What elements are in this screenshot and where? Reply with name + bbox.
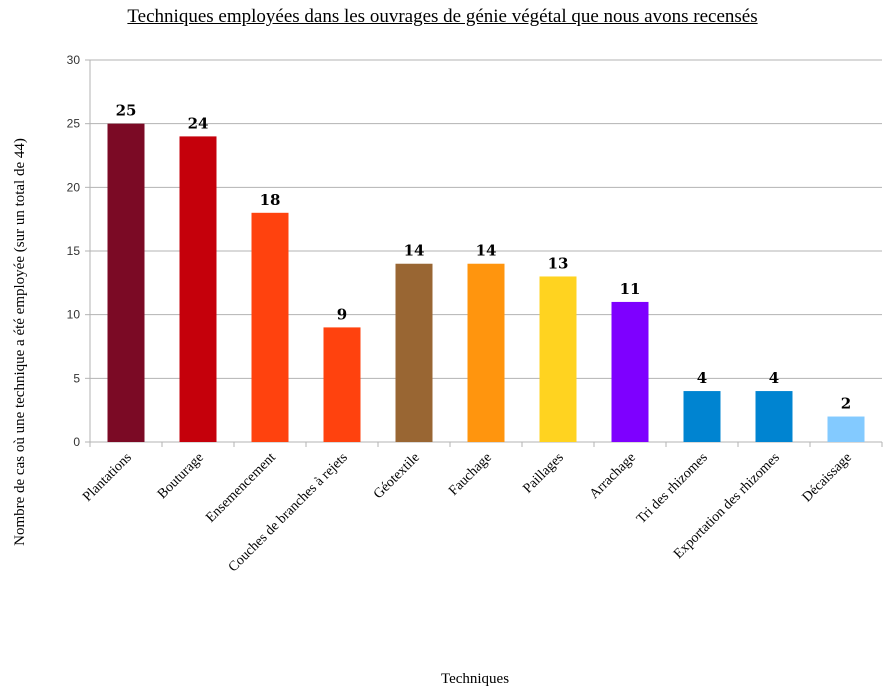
bar: [827, 416, 865, 442]
x-tick-label: Décaissage: [800, 450, 855, 505]
y-tick-label: 0: [73, 435, 80, 449]
y-axis-title: Nombre de cas où une technique a été emp…: [12, 138, 28, 546]
bar: [107, 123, 145, 443]
x-tick-label: Bouturage: [155, 450, 207, 502]
x-tick-label: Fauchage: [446, 450, 495, 499]
data-label: 18: [260, 191, 281, 209]
data-label: 9: [337, 305, 347, 323]
data-label: 2: [841, 395, 851, 413]
x-tick-label: Tri des rhizomes: [634, 450, 711, 527]
y-tick-label: 5: [73, 371, 80, 385]
axes: [85, 59, 883, 447]
data-label: 14: [404, 242, 425, 260]
bar: [395, 263, 433, 442]
bar: [467, 263, 505, 442]
y-tick-label: 10: [67, 308, 81, 322]
data-label: 11: [620, 280, 641, 298]
x-axis-title: Techniques: [441, 671, 509, 686]
bar: [323, 327, 361, 442]
data-label: 4: [697, 369, 707, 387]
bar: [179, 136, 217, 442]
y-tick-label: 30: [67, 53, 81, 67]
x-tick-label: Couches de branches à rejets: [226, 450, 351, 575]
bar: [683, 391, 721, 442]
chart-title: Techniques employées dans les ouvrages d…: [127, 6, 758, 27]
bar: [611, 301, 649, 442]
y-tick-label: 15: [67, 244, 81, 258]
bars: [107, 123, 865, 443]
bar: [251, 212, 289, 442]
data-label: 4: [769, 369, 779, 387]
x-tick-label: Ensemencement: [203, 450, 279, 526]
x-tick-label: Géotextile: [371, 450, 423, 502]
data-label: 24: [188, 114, 209, 132]
x-tick-label: Paillages: [520, 450, 566, 496]
x-tick-label: Arrachage: [587, 450, 639, 502]
bar: [539, 276, 577, 442]
data-label: 14: [476, 242, 497, 260]
data-label: 13: [548, 254, 569, 272]
bar: [755, 391, 793, 442]
x-tick-label: Plantations: [80, 450, 135, 505]
y-tick-label: 25: [67, 117, 81, 131]
data-label: 25: [116, 102, 137, 120]
y-tick-label: 20: [67, 180, 81, 194]
